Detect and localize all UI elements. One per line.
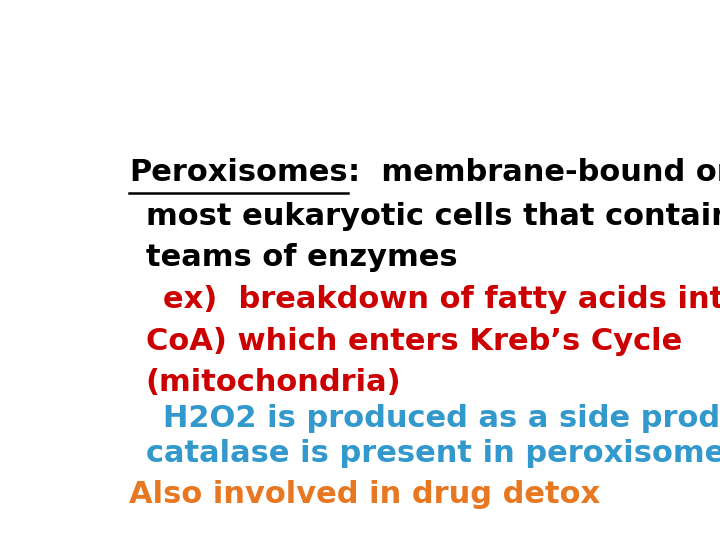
Text: Peroxisomes: Peroxisomes [129,158,348,187]
Text: (mitochondria): (mitochondria) [145,368,402,397]
Text: H2O2 is produced as a side product-but: H2O2 is produced as a side product-but [163,403,720,433]
Text: most eukaryotic cells that contain specialized: most eukaryotic cells that contain speci… [145,202,720,231]
Text: CoA) which enters Kreb’s Cycle: CoA) which enters Kreb’s Cycle [145,327,682,356]
Text: ex)  breakdown of fatty acids into (acetyl: ex) breakdown of fatty acids into (acety… [163,285,720,314]
Text: teams of enzymes: teams of enzymes [145,244,457,273]
Text: :  membrane-bound organelles  in: : membrane-bound organelles in [348,158,720,187]
Text: catalase is present in peroxisomes too: catalase is present in peroxisomes too [145,439,720,468]
Text: Also involved in drug detox: Also involved in drug detox [129,481,600,509]
